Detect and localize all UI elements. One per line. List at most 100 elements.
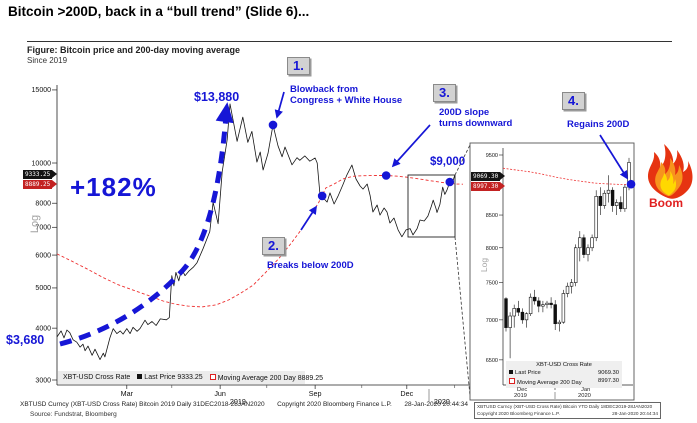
inset-xtick-2020: 2020 (578, 393, 591, 399)
callout-3-arrow (391, 124, 431, 168)
main-y-tick-label: 5000 (35, 285, 51, 292)
inset-legend-title: XBT-USD Cross Rate (536, 362, 592, 368)
end-price-label: $9,000 (430, 156, 466, 168)
candle-body (578, 237, 582, 249)
peak-price-label: $13,880 (194, 90, 240, 104)
candle-body (557, 321, 562, 325)
main-x-tick-label: Mar (121, 389, 134, 398)
callout-arrows (274, 91, 628, 231)
main-x-tick-label: Sep (309, 389, 322, 398)
event-dot-1 (268, 120, 278, 130)
main-ma-badge: 8889.25 (23, 180, 58, 189)
callout-1-text: Blowback from Congress + White House (290, 84, 403, 106)
candle-body (520, 311, 525, 321)
inset-ma-line (502, 167, 633, 185)
main-y-tick-label: 3000 (35, 377, 51, 384)
candle-body (528, 296, 533, 315)
zoom-connector-top (454, 144, 471, 176)
inset-event-dot (626, 179, 636, 189)
main-y-tick-label: 6000 (35, 252, 51, 259)
figure-caption: Figure: Bitcoin price and 200-day moving… (27, 45, 241, 55)
candle-body (606, 189, 611, 194)
candle-body (573, 247, 578, 283)
main-year-label: 2020 (434, 397, 450, 406)
main-year-label: 2019 (230, 397, 246, 406)
main-y-tick-label: 10000 (32, 160, 52, 167)
bull-trend-arrow (59, 115, 229, 347)
callout-1-arrow (274, 91, 285, 119)
candle-body (594, 196, 598, 239)
inset-ma-badge: 8997.30 (471, 182, 506, 191)
candle-body (569, 282, 574, 287)
bloomberg-footer: XBTUSD Curncy (XBT-USD Cross Rate) Bitco… (20, 401, 468, 408)
inset-y-tick-label: 8000 (486, 246, 498, 252)
inset-y-tick-label: 8500 (486, 213, 498, 219)
inset-xtick-dec: Dec (517, 387, 528, 393)
gain-label: +182% (70, 172, 157, 202)
inset-log-axis-label: Log (479, 257, 490, 273)
candle-body (590, 237, 594, 249)
candle-body (602, 192, 607, 206)
callout-2-arrow (300, 205, 317, 231)
inset-xtick-2019: 2019 (514, 393, 527, 399)
main-y-tick-label: 7000 (35, 225, 51, 232)
callout-4-text: Regains 200D (567, 119, 630, 130)
price-line (56, 103, 456, 360)
callout-2-number: 2. (262, 237, 285, 255)
inset-y-tick-label: 6500 (486, 358, 498, 364)
candle-body (614, 202, 619, 206)
main-legend-series: XBT-USD Cross Rate (63, 374, 131, 381)
inset-legend: XBT-USD Cross Rate Last Price 9069.30 Mo… (506, 361, 622, 389)
candle-body (561, 293, 566, 323)
candle-body (619, 202, 623, 210)
candle-body (623, 186, 627, 210)
main-legend: XBT-USD Cross Rate Last Price 9333.25 Mo… (58, 371, 323, 384)
inset-ma-swatch (509, 377, 515, 384)
divider-line (27, 41, 672, 42)
bull-trend-arrowhead (215, 102, 234, 124)
callout-2-text: Breaks below 200D (267, 260, 354, 271)
figure-subcaption: Since 2019 (27, 56, 68, 65)
main-chart-axes: 15000 10000 8000 7000 6000 5000 4000 3000 Mar Jun… (32, 85, 470, 406)
candle-body (541, 304, 545, 307)
flame-icon (647, 144, 693, 199)
ma-swatch (209, 373, 216, 380)
inset-y-tick-label: 9500 (486, 153, 498, 159)
candle-body (537, 300, 541, 307)
callout-3-text: 200D slope turns downward (439, 107, 513, 129)
slide-title: Bitcoin >200D, back in a “bull trend” (S… (8, 4, 310, 19)
source-line: Source: Fundstrat, Bloomberg (30, 411, 117, 418)
candle-body (553, 304, 557, 325)
inset-y-tick-label: 7500 (486, 281, 498, 287)
zoom-connector-bottom (454, 236, 471, 397)
inset-bloomberg-footer: XBTUSD Curncy (XBT-USD Cross Rate) Bitco… (474, 402, 661, 419)
callout-4-arrow (599, 134, 628, 180)
candle-body (582, 237, 586, 255)
callout-3-number: 3. (433, 84, 456, 102)
main-x-tick-label: Jun (214, 389, 226, 398)
candle-body (565, 285, 570, 294)
candle-body (516, 308, 521, 313)
candle-body (504, 298, 508, 328)
event-dot-2 (317, 191, 327, 201)
event-dots (268, 120, 636, 201)
callout-4-number: 4. (562, 92, 585, 110)
inset-last-price-swatch (509, 369, 513, 374)
main-y-tick-label: 8000 (35, 201, 51, 208)
inset-xtick-jan: Jan (581, 387, 591, 393)
candle-body (524, 313, 529, 321)
main-last-price-badge: 9333.25 (23, 170, 58, 179)
main-log-axis-label: Log (29, 214, 42, 234)
candle-body (545, 302, 549, 305)
candle-body (512, 308, 516, 317)
main-x-tick-label: Dec (400, 389, 413, 398)
inset-last-price-badge: 9069.30 (471, 172, 506, 181)
candle-body (598, 196, 603, 206)
zoom-region-box (407, 174, 456, 238)
candle-body (586, 247, 590, 255)
candle-body (532, 296, 537, 302)
main-y-tick-label: 15000 (32, 87, 52, 94)
candle-body (508, 315, 512, 328)
